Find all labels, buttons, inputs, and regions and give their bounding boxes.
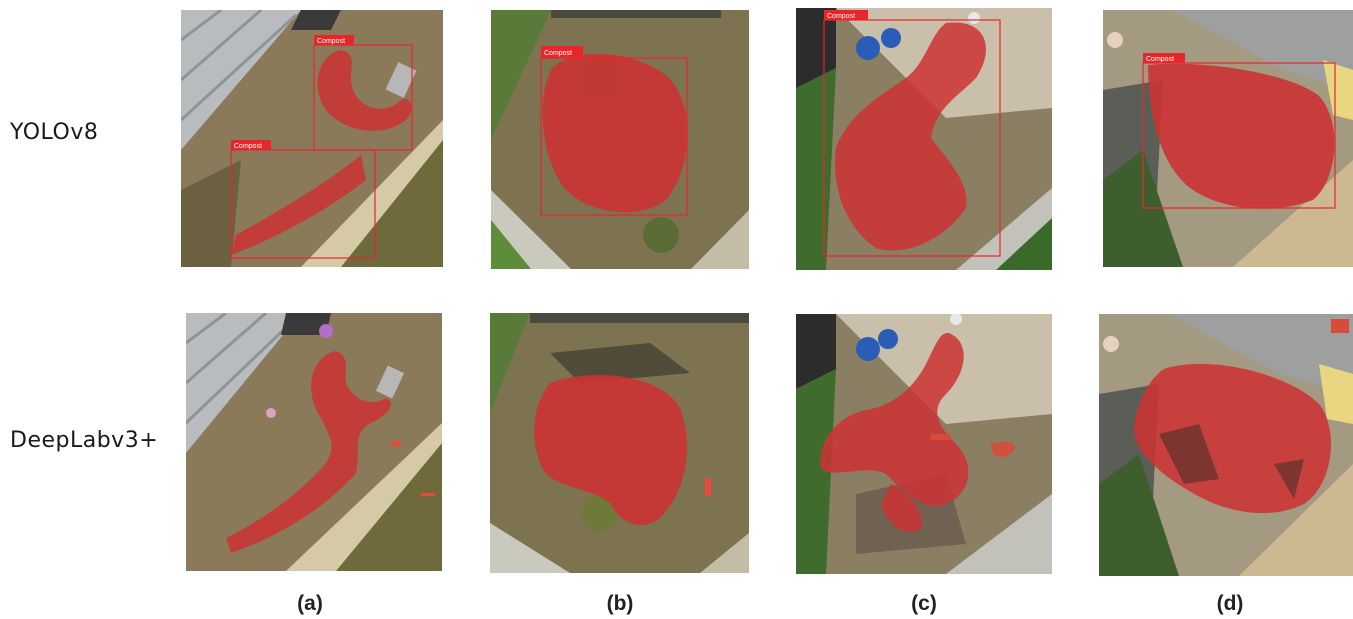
column-label-b: (b) xyxy=(606,592,634,615)
column-label-d: (d) xyxy=(1216,592,1244,615)
column-label-c: (c) xyxy=(911,592,937,615)
bbox-tag-a2: Compost xyxy=(234,143,262,150)
aerial-image-b-deeplabv3plus xyxy=(490,313,749,573)
aerial-image-a-yolov8: Compost Compost xyxy=(181,10,443,267)
column-label-a: (a) xyxy=(297,592,323,615)
aerial-image-c-yolov8: Compost xyxy=(796,8,1052,270)
aerial-image-d-yolov8: Compost xyxy=(1103,10,1353,267)
bbox-tag-b: Compost xyxy=(544,50,572,57)
aerial-image-d-deeplabv3plus xyxy=(1099,314,1353,576)
bbox-tag-d: Compost xyxy=(1146,56,1174,63)
aerial-image-c-deeplabv3plus xyxy=(796,314,1052,574)
bbox-tag-a1: Compost xyxy=(317,38,345,45)
bbox-tag-c: Compost xyxy=(827,13,855,20)
aerial-image-b-yolov8: Compost xyxy=(491,10,749,269)
row-label-deeplabv3plus: DeepLabv3+ xyxy=(10,428,159,453)
row-label-yolov8: YOLOv8 xyxy=(10,120,99,145)
aerial-image-a-deeplabv3plus xyxy=(186,313,442,571)
